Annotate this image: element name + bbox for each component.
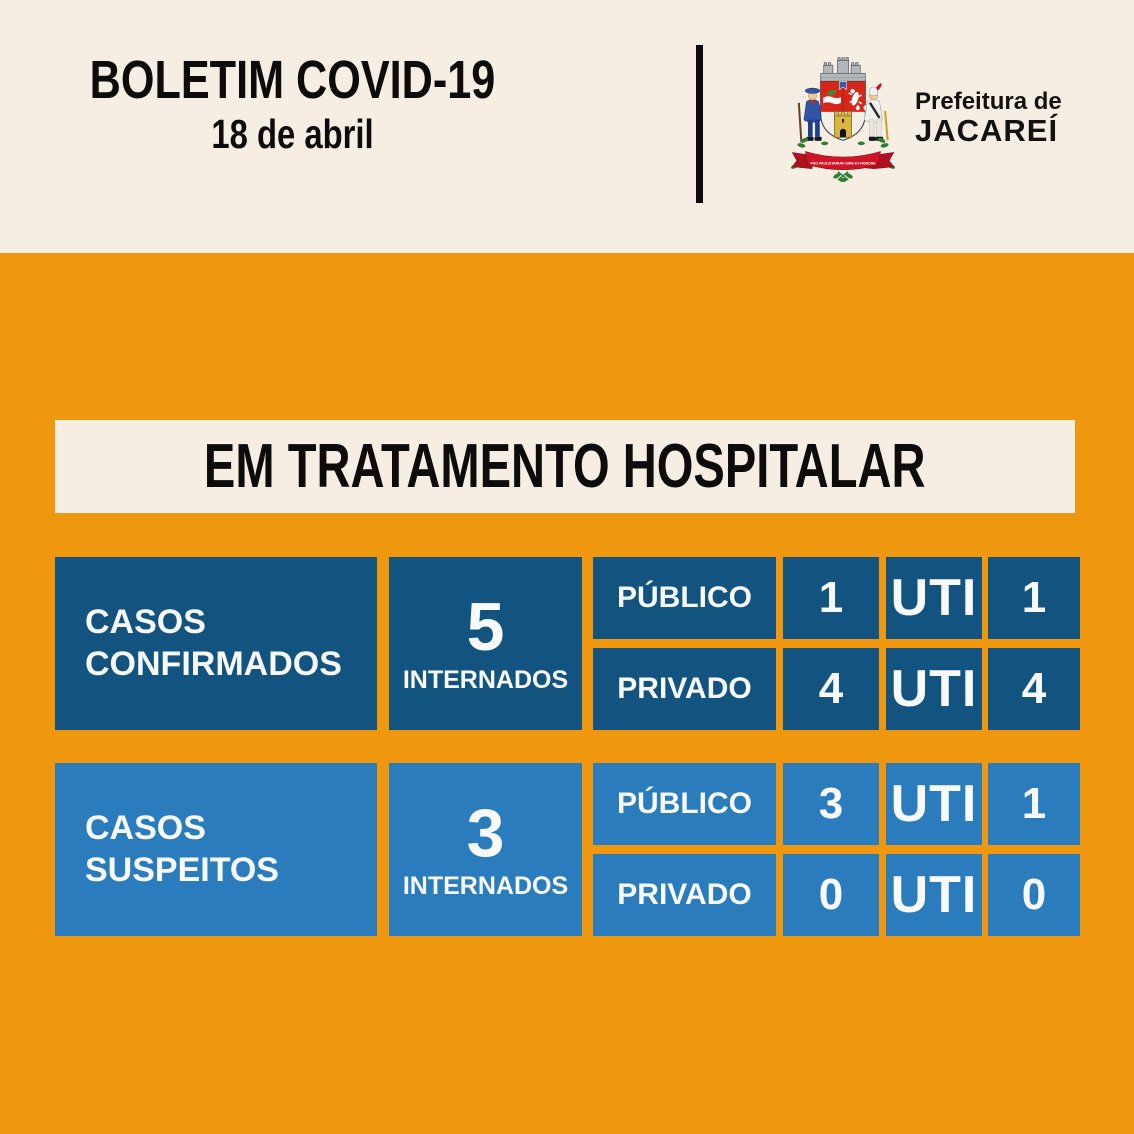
privado-value: 4	[818, 664, 844, 713]
motto-text: PRO PAULISTARUM-JURE-ET-HONORE	[811, 161, 876, 166]
privado-label: PRIVADO	[617, 672, 752, 705]
mural-crown-icon	[820, 57, 866, 82]
suspect-total-card: 3 INTERNADOS	[389, 763, 582, 936]
privado-value: 0	[818, 870, 844, 919]
uti-label-cell: UTI	[886, 557, 982, 639]
confirmed-stat-grid: PÚBLICO 1 UTI 1 PRIVADO 4 UTI 4	[593, 557, 1080, 730]
suspect-public-subrow: PÚBLICO 3 UTI 1	[593, 763, 1080, 845]
confirmed-label-card: CASOS CONFIRMADOS	[55, 557, 377, 730]
uti-label-cell: UTI	[886, 854, 982, 936]
org-name: Prefeitura de JACAREÍ	[915, 88, 1062, 149]
header: BOLETIM COVID-19 18 de abril	[0, 0, 1134, 253]
privado-label: PRIVADO	[617, 878, 752, 911]
confirmed-total-card: 5 INTERNADOS	[389, 557, 582, 730]
case-label-line1: CASOS	[85, 809, 206, 848]
publico-value-cell: 1	[783, 557, 879, 639]
uti-value-cell: 1	[988, 763, 1080, 845]
publico-label-cell: PÚBLICO	[593, 557, 776, 639]
privado-label-cell: PRIVADO	[593, 854, 776, 936]
uti-value: 0	[1021, 870, 1047, 919]
uti-label-cell: UTI	[886, 763, 982, 845]
uti-label: UTI	[890, 569, 978, 627]
privado-value-cell: 0	[783, 854, 879, 936]
uti-label-cell: UTI	[886, 648, 982, 730]
suspect-total-value: 3	[466, 794, 505, 871]
org-name-line2: JACAREÍ	[915, 113, 1059, 149]
uti-value-cell: 4	[988, 648, 1080, 730]
bandeirante-figure	[797, 87, 822, 143]
publico-value: 1	[818, 573, 844, 622]
uti-label: UTI	[890, 775, 978, 833]
logo-block: PRO PAULISTARUM-JURE-ET-HONORE Prefeitur…	[781, 52, 1062, 186]
bulletin-date: 18 de abril	[211, 111, 374, 158]
tower-icon	[834, 111, 852, 138]
jacarei-coat-of-arms-icon: PRO PAULISTARUM-JURE-ET-HONORE	[790, 57, 896, 182]
uti-value: 1	[1021, 573, 1047, 622]
case-label-line2: CONFIRMADOS	[85, 644, 342, 683]
publico-label-cell: PÚBLICO	[593, 763, 776, 845]
publico-label: PÚBLICO	[617, 787, 752, 820]
header-divider	[696, 45, 703, 203]
uti-label: UTI	[890, 660, 978, 718]
page-title: BOLETIM COVID-19	[89, 50, 496, 110]
section-title: EM TRATAMENTO HOSPITALAR	[204, 432, 926, 501]
privado-value-cell: 4	[783, 648, 879, 730]
privado-label-cell: PRIVADO	[593, 648, 776, 730]
suspect-stat-grid: PÚBLICO 3 UTI 1 PRIVADO 0 UTI 0	[593, 763, 1080, 936]
publico-value-cell: 3	[783, 763, 879, 845]
title-block: BOLETIM COVID-19 18 de abril	[0, 52, 585, 158]
uti-value-cell: 1	[988, 557, 1080, 639]
publico-label: PÚBLICO	[617, 581, 752, 614]
confirmed-public-subrow: PÚBLICO 1 UTI 1	[593, 557, 1080, 639]
confirmed-total-label: INTERNADOS	[402, 665, 569, 694]
soldier-figure	[863, 83, 889, 141]
body-area: EM TRATAMENTO HOSPITALAR CASOS CONFIRMAD…	[0, 253, 1134, 1134]
suspect-total-label: INTERNADOS	[402, 871, 569, 900]
case-label-line2: SUSPEITOS	[85, 850, 279, 889]
confirmed-private-subrow: PRIVADO 4 UTI 4	[593, 648, 1080, 730]
motto-ribbon: PRO PAULISTARUM-JURE-ET-HONORE	[791, 151, 895, 170]
shield-icon	[820, 80, 866, 141]
uti-label: UTI	[890, 866, 978, 924]
org-name-line1: Prefeitura de	[915, 88, 1062, 116]
uti-value: 1	[1021, 779, 1047, 828]
confirmed-cases-row: CASOS CONFIRMADOS 5 INTERNADOS PÚBLICO 1…	[55, 557, 1080, 730]
section-title-banner: EM TRATAMENTO HOSPITALAR	[55, 420, 1075, 513]
case-label-line1: CASOS	[85, 603, 206, 642]
suspect-label-card: CASOS SUSPEITOS	[55, 763, 377, 936]
uti-value-cell: 0	[988, 854, 1080, 936]
alligator-icon	[848, 88, 863, 111]
suspect-private-subrow: PRIVADO 0 UTI 0	[593, 854, 1080, 936]
publico-value: 3	[818, 779, 844, 828]
suspected-cases-row: CASOS SUSPEITOS 3 INTERNADOS PÚBLICO 3 U…	[55, 763, 1080, 936]
confirmed-total-value: 5	[466, 588, 505, 665]
uti-value: 4	[1021, 664, 1047, 713]
